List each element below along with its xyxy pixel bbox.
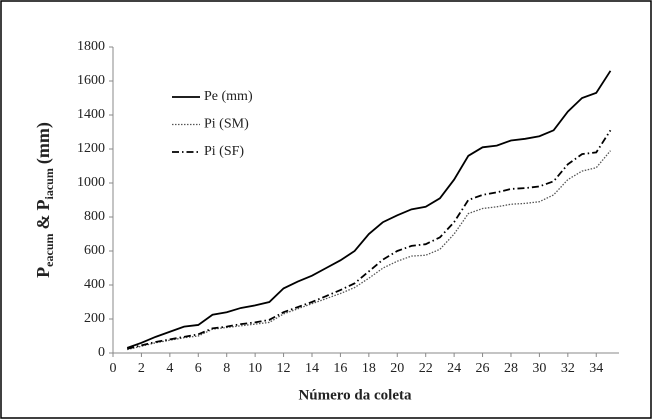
x-tick-label: 16 — [333, 361, 347, 376]
x-tick-label: 12 — [277, 361, 291, 376]
y-tick-label: 1800 — [77, 39, 105, 54]
x-tick-label: 0 — [110, 361, 117, 376]
y-label-part: P — [33, 267, 53, 278]
legend-label: Pi (SM) — [204, 117, 249, 132]
y-tick-label: 1200 — [77, 141, 105, 156]
y-axis-label: Peacum & Piacum (mm) — [33, 122, 56, 278]
y-tick-label: 400 — [84, 277, 105, 292]
x-tick-label: 20 — [390, 361, 404, 376]
legend-label: Pi (SF) — [204, 144, 244, 159]
x-tick-label: 28 — [504, 361, 518, 376]
x-tick-label: 18 — [362, 361, 376, 376]
x-tick-label: 14 — [305, 361, 319, 376]
x-tick-label: 22 — [419, 361, 433, 376]
legend-label: Pe (mm) — [204, 89, 253, 104]
y-label-part: iacum — [42, 168, 56, 199]
x-tick-label: 10 — [248, 361, 262, 376]
y-label-part: P — [33, 200, 53, 211]
y-tick-label: 1400 — [77, 107, 105, 122]
y-label-part: & — [33, 215, 53, 230]
x-tick-label: 32 — [561, 361, 575, 376]
x-tick-label: 24 — [447, 361, 461, 376]
line — [126, 70, 612, 349]
x-tick-label: 30 — [532, 361, 546, 376]
x-tick-label: 2 — [138, 361, 145, 376]
y-tick-label: 1000 — [77, 175, 105, 190]
y-tick-label: 800 — [84, 209, 105, 224]
y-tick-label: 0 — [98, 345, 105, 360]
y-tick-label: 600 — [84, 243, 105, 258]
x-axis-label: Número da coleta — [298, 387, 412, 403]
y-tick-label: 200 — [84, 311, 105, 326]
line — [127, 129, 612, 350]
y-label-part: (mm) — [33, 122, 54, 164]
y-label-part: eacum — [42, 234, 56, 267]
x-tick-label: 26 — [476, 361, 490, 376]
x-tick-label: 4 — [166, 361, 173, 376]
y-tick-label: 1600 — [77, 73, 105, 88]
x-tick-label: 34 — [589, 361, 603, 376]
x-tick-label: 8 — [223, 361, 230, 376]
line — [127, 150, 611, 351]
x-tick-label: 6 — [195, 361, 202, 376]
